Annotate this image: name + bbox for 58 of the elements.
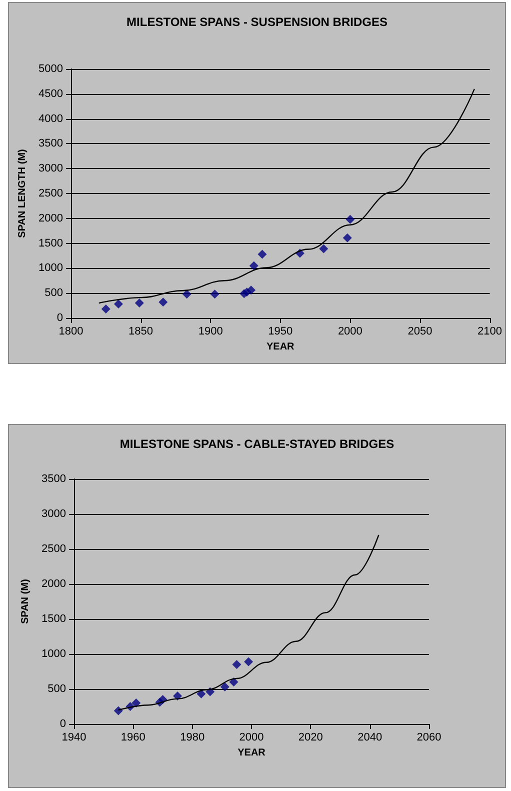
- y-tick-label: 3000: [38, 162, 63, 175]
- x-axis-title: YEAR: [238, 748, 266, 758]
- y-tick-label: 1500: [38, 237, 63, 250]
- x-axis-title: YEAR: [266, 342, 296, 352]
- y-tick-label: 4000: [38, 112, 63, 125]
- point: [249, 261, 258, 270]
- y-tick-label: 500: [44, 287, 63, 300]
- point: [229, 678, 238, 686]
- y-tick-label: 4500: [38, 88, 63, 100]
- x-tick-label: 2020: [298, 732, 323, 744]
- x-tick-label: 2000: [239, 732, 264, 744]
- y-tick-label: 2000: [38, 212, 63, 224]
- point: [232, 660, 242, 669]
- point: [114, 300, 123, 309]
- point: [101, 304, 110, 314]
- y-tick-label: 3500: [38, 138, 63, 150]
- x-tick-label: 2100: [478, 326, 502, 338]
- chart-title: MILESTONE SPANS - CABLE-STAYED BRIDGES: [120, 437, 394, 451]
- point: [319, 244, 328, 254]
- point: [246, 286, 256, 295]
- y-tick-label: 500: [48, 683, 66, 695]
- y-tick-label: 3000: [42, 508, 66, 520]
- x-tick-label: 2050: [408, 326, 432, 338]
- y-tick-label: 0: [60, 718, 66, 730]
- x-tick-label: 2060: [416, 732, 442, 744]
- point: [114, 706, 123, 716]
- point: [342, 233, 352, 242]
- chart-title: MILESTONE SPANS - SUSPENSION BRIDGES: [126, 15, 388, 29]
- x-tick-label: 1800: [58, 326, 84, 338]
- y-tick-label: 2500: [42, 543, 66, 555]
- point: [132, 698, 141, 708]
- y-tick-label: 1500: [42, 613, 66, 625]
- y-axis-title: SPAN LENGTH (M): [17, 149, 28, 238]
- y-tick-label: 2000: [42, 578, 66, 590]
- point: [220, 682, 230, 692]
- x-tick-label: 1980: [180, 732, 205, 744]
- point: [182, 290, 192, 299]
- x-tick-label: 1950: [268, 326, 293, 338]
- y-tick-label: 1000: [38, 262, 63, 274]
- y-tick-label: 3500: [42, 473, 66, 485]
- x-tick-label: 2040: [358, 732, 382, 744]
- point: [346, 214, 355, 224]
- point: [244, 657, 254, 666]
- y-tick-label: 0: [56, 312, 63, 324]
- x-tick-label: 1850: [128, 326, 154, 338]
- x-tick-label: 1940: [62, 732, 86, 744]
- point: [196, 689, 206, 698]
- x-tick-label: 1900: [198, 326, 223, 338]
- y-tick-label: 5000: [38, 63, 63, 75]
- point: [210, 290, 220, 299]
- x-tick-label: 2000: [338, 326, 362, 338]
- y-tick-label: 2500: [38, 188, 63, 200]
- point: [158, 298, 168, 307]
- point: [134, 298, 144, 308]
- point: [258, 250, 267, 259]
- y-tick-label: 1000: [42, 648, 66, 660]
- y-axis-title: SPAN (M): [20, 579, 32, 624]
- x-tick-label: 1960: [120, 732, 146, 744]
